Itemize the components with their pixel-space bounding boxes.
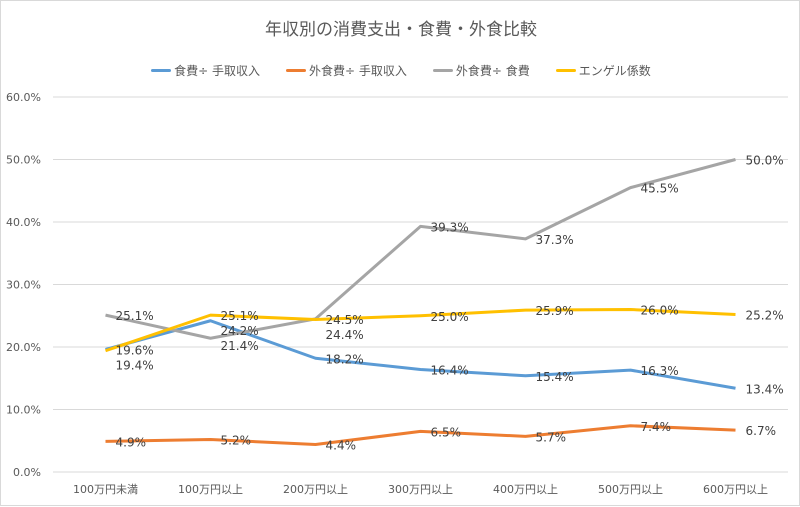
- data-label: 4.4%: [326, 439, 357, 453]
- data-label: 19.6%: [116, 344, 154, 358]
- data-label: 50.0%: [746, 154, 784, 168]
- legend-item: 食費÷ 手取収入: [151, 62, 260, 79]
- data-label: 5.7%: [536, 430, 567, 444]
- data-label: 25.1%: [221, 309, 259, 323]
- data-label: 45.5%: [641, 182, 679, 196]
- x-tick-label: 400万円以上: [493, 483, 558, 496]
- legend-item: 外食費÷ 手取収入: [286, 62, 407, 79]
- data-label: 16.3%: [641, 364, 679, 378]
- data-label: 5.2%: [221, 434, 252, 448]
- legend-swatch: [555, 69, 576, 72]
- x-tick-label: 300万円以上: [388, 483, 453, 496]
- legend: 食費÷ 手取収入 外食費÷ 手取収入 外食費÷ 食費 エンゲル係数: [1, 62, 800, 79]
- y-tick-label: 40.0%: [6, 216, 41, 229]
- legend-label: 食費÷ 手取収入: [174, 64, 261, 78]
- legend-swatch: [432, 69, 453, 72]
- y-tick-label: 30.0%: [6, 279, 41, 292]
- series-line: [105, 424, 736, 446]
- data-label: 13.4%: [746, 382, 784, 396]
- legend-swatch: [151, 69, 172, 72]
- chart-title: 年収別の消費支出・食費・外食比較: [265, 20, 537, 40]
- y-tick-label: 0.0%: [13, 466, 41, 479]
- series-line: [105, 308, 736, 353]
- series-line: [105, 158, 736, 340]
- data-label: 21.4%: [221, 339, 259, 353]
- data-label: 16.4%: [431, 364, 469, 378]
- data-label: 4.9%: [116, 435, 147, 449]
- legend-item: エンゲル係数: [555, 62, 651, 79]
- y-tick-label: 60.0%: [6, 91, 41, 104]
- data-label: 25.0%: [431, 310, 469, 324]
- x-tick-label: 200万円以上: [283, 483, 348, 496]
- data-label: 24.5%: [326, 313, 364, 327]
- x-tick-label: 100万円未満: [73, 483, 138, 496]
- data-label: 24.4%: [326, 328, 364, 342]
- data-label: 25.2%: [746, 309, 784, 323]
- legend-label: 外食費÷ 食費: [455, 64, 530, 78]
- x-tick-label: 100万円以上: [178, 483, 243, 496]
- data-label: 39.3%: [431, 220, 469, 234]
- data-label: 6.7%: [746, 424, 777, 438]
- legend-label: 外食費÷ 手取収入: [309, 64, 407, 78]
- data-label: 19.4%: [116, 359, 154, 373]
- y-tick-label: 10.0%: [6, 404, 41, 417]
- x-tick-label: 600万円以上: [703, 483, 768, 496]
- y-tick-label: 50.0%: [6, 154, 41, 167]
- data-label: 25.1%: [116, 309, 154, 323]
- data-label: 7.4%: [641, 420, 672, 434]
- data-label: 24.2%: [221, 324, 259, 338]
- data-label: 25.9%: [536, 304, 574, 318]
- legend-swatch: [286, 69, 307, 72]
- x-tick-label: 500万円以上: [598, 483, 663, 496]
- y-tick-label: 20.0%: [6, 341, 41, 354]
- legend-item: 外食費÷ 食費: [432, 62, 530, 79]
- data-label: 18.2%: [326, 352, 364, 366]
- data-label: 26.0%: [641, 304, 679, 318]
- data-label: 15.4%: [536, 370, 574, 384]
- data-label: 37.3%: [536, 233, 574, 247]
- series-line: [105, 319, 736, 390]
- data-label: 6.5%: [431, 425, 462, 439]
- legend-label: エンゲル係数: [578, 64, 651, 78]
